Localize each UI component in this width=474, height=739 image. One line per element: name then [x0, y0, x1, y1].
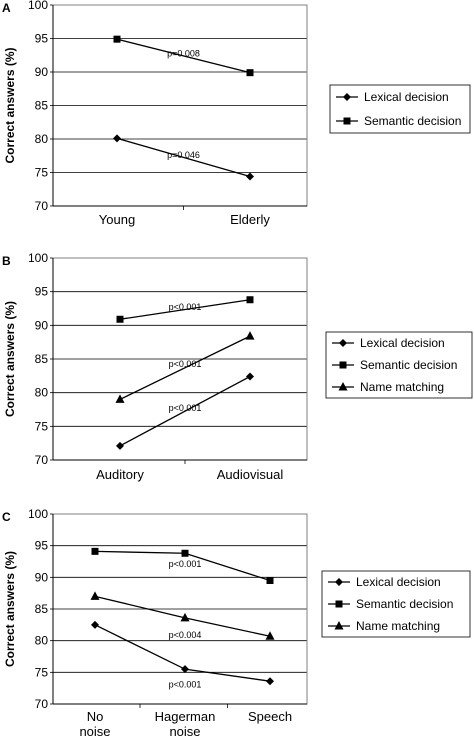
- panel-letter: C: [2, 510, 11, 524]
- legend: Lexical decision Semantic decision: [329, 84, 471, 134]
- series-line: [116, 137, 251, 178]
- legend-label: Semantic decision: [364, 114, 461, 128]
- x-tick-label: No noise: [79, 709, 110, 739]
- significance-annotation: p=0.008: [167, 49, 200, 59]
- y-tick-label: 80: [35, 386, 49, 400]
- y-tick-label: 90: [35, 65, 49, 79]
- significance-annotation: p<0.001: [169, 302, 202, 312]
- data-point: [266, 577, 274, 584]
- panel-letter: A: [2, 1, 11, 15]
- y-axis-label: Correct answers (%): [3, 551, 17, 667]
- data-point: [245, 331, 255, 340]
- y-tick-label: 70: [35, 697, 49, 711]
- significance-annotation: p<0.001: [169, 680, 202, 690]
- legend-marker: [343, 93, 351, 101]
- y-tick-label: 95: [35, 32, 49, 46]
- y-tick-label: 85: [35, 99, 49, 113]
- x-tick-label: Audiovisual: [217, 467, 284, 482]
- significance-annotation: p<0.001: [169, 359, 202, 369]
- legend-marker: [339, 361, 347, 369]
- legend-label: Lexical decision: [364, 90, 449, 104]
- data-point: [113, 134, 121, 143]
- x-tick-label: Auditory: [96, 467, 144, 482]
- y-tick-label: 85: [35, 352, 49, 366]
- y-tick-label: 100: [28, 0, 48, 12]
- data-point: [116, 315, 124, 323]
- y-tick-label: 85: [35, 602, 49, 616]
- data-point: [181, 549, 189, 557]
- data-point: [113, 35, 121, 43]
- panel-b: B 70 75 80 85 90 95 100 Auditory Audiovisual Corre…: [2, 251, 473, 482]
- legend-marker: [334, 621, 344, 630]
- data-point: [90, 591, 100, 600]
- y-tick-label: 80: [35, 634, 49, 648]
- series-line: [119, 375, 251, 447]
- y-axis-label: Correct answers (%): [3, 301, 17, 417]
- legend-box: [329, 84, 471, 134]
- legend: Lexical decision Semantic decision Name ma…: [321, 570, 471, 638]
- legend: Lexical decision Semantic decision Name ma…: [325, 331, 473, 399]
- legend-marker: [339, 339, 347, 347]
- y-tick-label: 75: [35, 419, 49, 433]
- y-tick-label: 95: [35, 285, 49, 299]
- legend-label: Semantic decision: [360, 358, 457, 372]
- significance-annotation: p<0.001: [169, 559, 202, 569]
- x-tick-label: Elderly: [230, 212, 270, 227]
- panel-c: C 70 75 80 85 90 95 100 No noise Hagerman noise Spee…: [2, 507, 471, 739]
- data-point: [265, 631, 275, 640]
- data-point: [115, 394, 125, 403]
- data-point: [246, 172, 254, 181]
- panel-letter: B: [2, 254, 11, 268]
- legend-label: Name matching: [356, 619, 440, 633]
- legend-marker: [335, 600, 343, 608]
- y-tick-label: 90: [35, 570, 49, 584]
- y-axis-label: Correct answers (%): [3, 47, 17, 163]
- y-tick-label: 100: [28, 251, 48, 265]
- x-tick-label: Young: [99, 212, 135, 227]
- data-point: [180, 612, 190, 622]
- y-tick-label: 70: [35, 453, 49, 467]
- series-line: [119, 299, 251, 320]
- legend-label: Lexical decision: [360, 336, 445, 350]
- y-tick-label: 70: [35, 199, 49, 213]
- significance-annotation: p<0.001: [169, 403, 202, 413]
- data-point: [246, 372, 254, 381]
- significance-annotation: p=0.046: [167, 150, 200, 160]
- data-point: [181, 665, 189, 674]
- panel-a: A 70 75 80 85 90 95 100 Young Elderly Correct answ…: [2, 0, 471, 227]
- y-tick-label: 75: [35, 166, 49, 180]
- data-point: [116, 441, 124, 450]
- data-point: [91, 547, 99, 555]
- y-tick-label: 90: [35, 318, 49, 332]
- legend-label: Name matching: [360, 380, 444, 394]
- significance-annotation: p<0.004: [169, 630, 202, 640]
- legend-marker: [335, 578, 343, 586]
- legend-label: Lexical decision: [356, 575, 441, 589]
- legend-marker: [338, 382, 348, 391]
- legend-box: [321, 570, 471, 638]
- data-point: [266, 677, 274, 686]
- legend-label: Semantic decision: [356, 597, 453, 611]
- y-tick-label: 100: [28, 507, 48, 521]
- data-point: [91, 620, 99, 629]
- y-tick-label: 80: [35, 132, 49, 146]
- data-point: [246, 69, 254, 77]
- data-point: [246, 296, 254, 304]
- series-line: [116, 38, 251, 74]
- y-tick-label: 75: [35, 665, 49, 679]
- x-tick-label: Hagerman noise: [155, 709, 216, 739]
- series-line: [119, 335, 251, 400]
- legend-box: [325, 331, 473, 399]
- legend-marker: [343, 117, 351, 125]
- x-tick-label: Speech: [248, 709, 292, 724]
- y-tick-label: 95: [35, 539, 49, 553]
